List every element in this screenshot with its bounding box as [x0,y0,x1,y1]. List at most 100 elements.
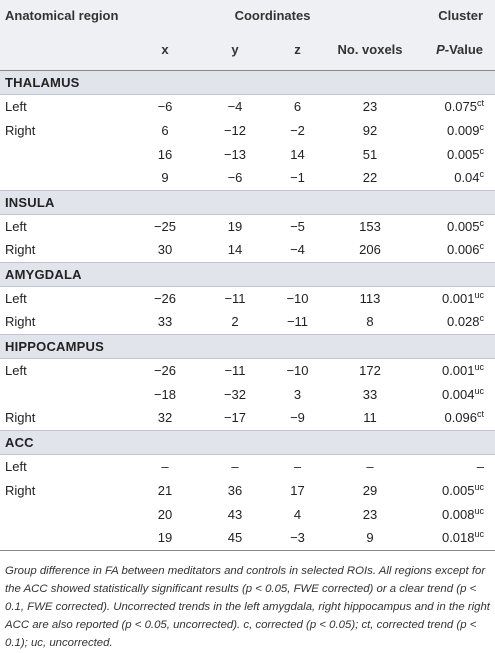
cell-z: 4 [293,506,302,522]
section-title: INSULA [0,189,495,215]
cell-x: −18 [153,386,177,402]
pvalue-number: 0.04 [454,170,480,186]
cell-voxels: 23 [362,506,378,522]
cell-y: −11 [224,290,246,306]
pvalue-correction-mark: uc [474,529,485,540]
cell-y: −32 [223,386,247,402]
cell-x: 19 [130,526,200,551]
cell-pvalue: 0.028c [415,310,495,334]
cell-region: Right [5,314,36,330]
table-row: Right 32 −17 −9 11 0.096ct [0,406,495,430]
cell-pvalue: 0.018uc [415,526,495,551]
pvalue-number: – [476,458,485,474]
header-region: Anatomical region [5,7,119,23]
cell-region: Left [5,362,27,378]
pvalue-number: 0.075 [444,98,478,114]
cell-x: 30 [157,242,173,258]
pvalue-number: 0.096 [444,410,478,426]
cell-z: – [293,458,302,474]
cell-x: −6 [157,98,173,114]
cell-region: Left [5,458,27,474]
cell-x: 16 [157,146,173,162]
pvalue-correction-mark: c [479,217,485,228]
pvalue-number: 0.005 [446,146,480,162]
pvalue-number: 0.009 [446,122,480,138]
cell-voxels: 33 [362,386,378,402]
cell-z: −11 [286,314,309,330]
table-row: Left – – – – – [0,454,495,478]
cell-pvalue: 0.005uc [415,478,495,502]
cell-x: 20 [157,506,173,522]
pvalue-correction-mark: ct [477,409,485,420]
pvalue-number: 0.018 [441,530,475,546]
cell-pvalue: 0.075ct [415,94,495,118]
pvalue-number: 0.001 [441,290,475,306]
cell-z: −5 [290,218,305,234]
cell-region [0,166,130,190]
header-row-2: x y z No. voxels P-Value [0,30,495,71]
header-p-letter: P [436,42,445,58]
table-row: 9 −6 −1 22 0.04c [0,166,495,190]
cell-voxels: 29 [362,482,378,498]
cell-y: 43 [227,506,243,522]
cell-pvalue: 0.04c [415,166,495,190]
cell-region: Right [5,242,36,258]
pvalue-correction-mark: ct [477,97,485,108]
cell-z: −1 [290,170,305,186]
results-table: Anatomical region Coordinates Cluster x … [0,0,495,551]
cell-y: −13 [223,146,247,162]
cell-voxels: 92 [362,122,378,138]
cell-y: −12 [223,122,247,138]
section-row: HIPPOCAMPUS [0,333,495,359]
cell-pvalue: 0.005c [415,142,495,166]
pvalue-correction-mark: c [479,241,485,252]
cell-region: Left [5,218,27,234]
table-row: Left −26 −11 −10 172 0.001uc [0,358,495,382]
header-pvalue: P-Value [415,30,495,71]
cell-x: 32 [157,410,173,426]
table-row: Right 21 36 17 29 0.005uc [0,478,495,502]
pvalue-correction-mark: c [479,169,485,180]
pvalue-correction-mark: c [479,145,485,156]
cell-region [0,526,130,551]
table-row: Right 30 14 −4 206 0.006c [0,238,495,262]
pvalue-number: 0.005 [441,482,475,498]
section-title: HIPPOCAMPUS [0,333,495,359]
cell-z: −10 [286,290,309,306]
pvalue-number: 0.005 [446,218,480,234]
pvalue-correction-mark: c [479,313,485,324]
cell-voxels: 113 [359,290,381,306]
cell-region: Right [5,122,36,138]
pvalue-correction-mark: uc [474,289,485,300]
cell-x: 9 [161,170,169,186]
section-title: AMYGDALA [0,261,495,287]
cell-y: 14 [227,242,243,258]
pvalue-correction-mark: uc [474,505,485,516]
cell-voxels: 153 [359,218,381,234]
section-row: INSULA [0,189,495,215]
cell-voxels: 172 [359,362,381,378]
cell-y: 19 [227,218,243,234]
pvalue-number: 0.006 [446,242,480,258]
cell-y: 45 [200,526,270,551]
cell-x: −26 [153,290,177,306]
cell-z: −3 [270,526,325,551]
header-row-1: Anatomical region Coordinates Cluster [0,0,495,30]
cell-region [0,502,130,526]
cell-pvalue: 0.096ct [415,406,495,430]
cell-y: −17 [223,410,247,426]
table-body: THALAMUS Left −6 −4 6 23 0.075ct Right 6 −12 −2 92 0… [0,69,495,551]
cell-x: −25 [153,218,177,234]
table-row: Left −26 −11 −10 113 0.001uc [0,286,495,310]
cell-x: 6 [161,122,169,138]
header-empty [0,30,130,71]
cell-z: −10 [286,362,309,378]
pvalue-correction-mark: uc [474,481,485,492]
cell-voxels: 11 [363,410,377,426]
header-voxels: No. voxels [325,30,416,71]
cell-region [0,382,130,406]
cell-pvalue: 0.008uc [415,502,495,526]
section-row: ACC [0,429,495,455]
cell-z: −4 [290,242,305,258]
